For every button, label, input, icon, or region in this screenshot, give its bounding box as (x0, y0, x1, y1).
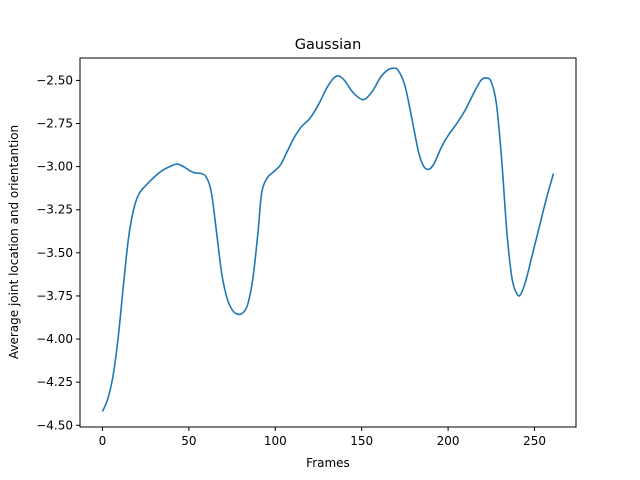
series-line (101, 67, 555, 412)
x-tick-label: 0 (99, 434, 107, 448)
y-axis: −4.50 −4.25 −4.00 −3.75 −3.50 −3.25 −3.00 −2.75… (36, 73, 80, 432)
chart-title: Gaussian (295, 37, 362, 53)
y-tick-label: −4.50 (36, 418, 73, 432)
y-tick-label: −4.25 (36, 375, 73, 389)
x-tick-label: 200 (437, 434, 460, 448)
x-axis-label: Frames (306, 456, 350, 470)
x-tick-label: 150 (350, 434, 373, 448)
x-axis: 0 50 100 150 200 250 (99, 427, 546, 448)
series-group (101, 67, 555, 412)
y-tick-label: −3.25 (36, 203, 73, 217)
y-tick-label: −2.50 (36, 73, 73, 87)
y-axis-label: Average joint location and orientantion (7, 125, 21, 359)
x-tick-label: 50 (181, 434, 196, 448)
y-tick-label: −3.00 (36, 160, 73, 174)
y-tick-label: −2.75 (36, 117, 73, 131)
x-tick-label: 100 (264, 434, 287, 448)
y-tick-label: −3.50 (36, 246, 73, 260)
y-tick-label: −3.75 (36, 289, 73, 303)
y-tick-label: −4.00 (36, 332, 73, 346)
plot-frame (79, 57, 577, 428)
x-tick-label: 250 (523, 434, 546, 448)
